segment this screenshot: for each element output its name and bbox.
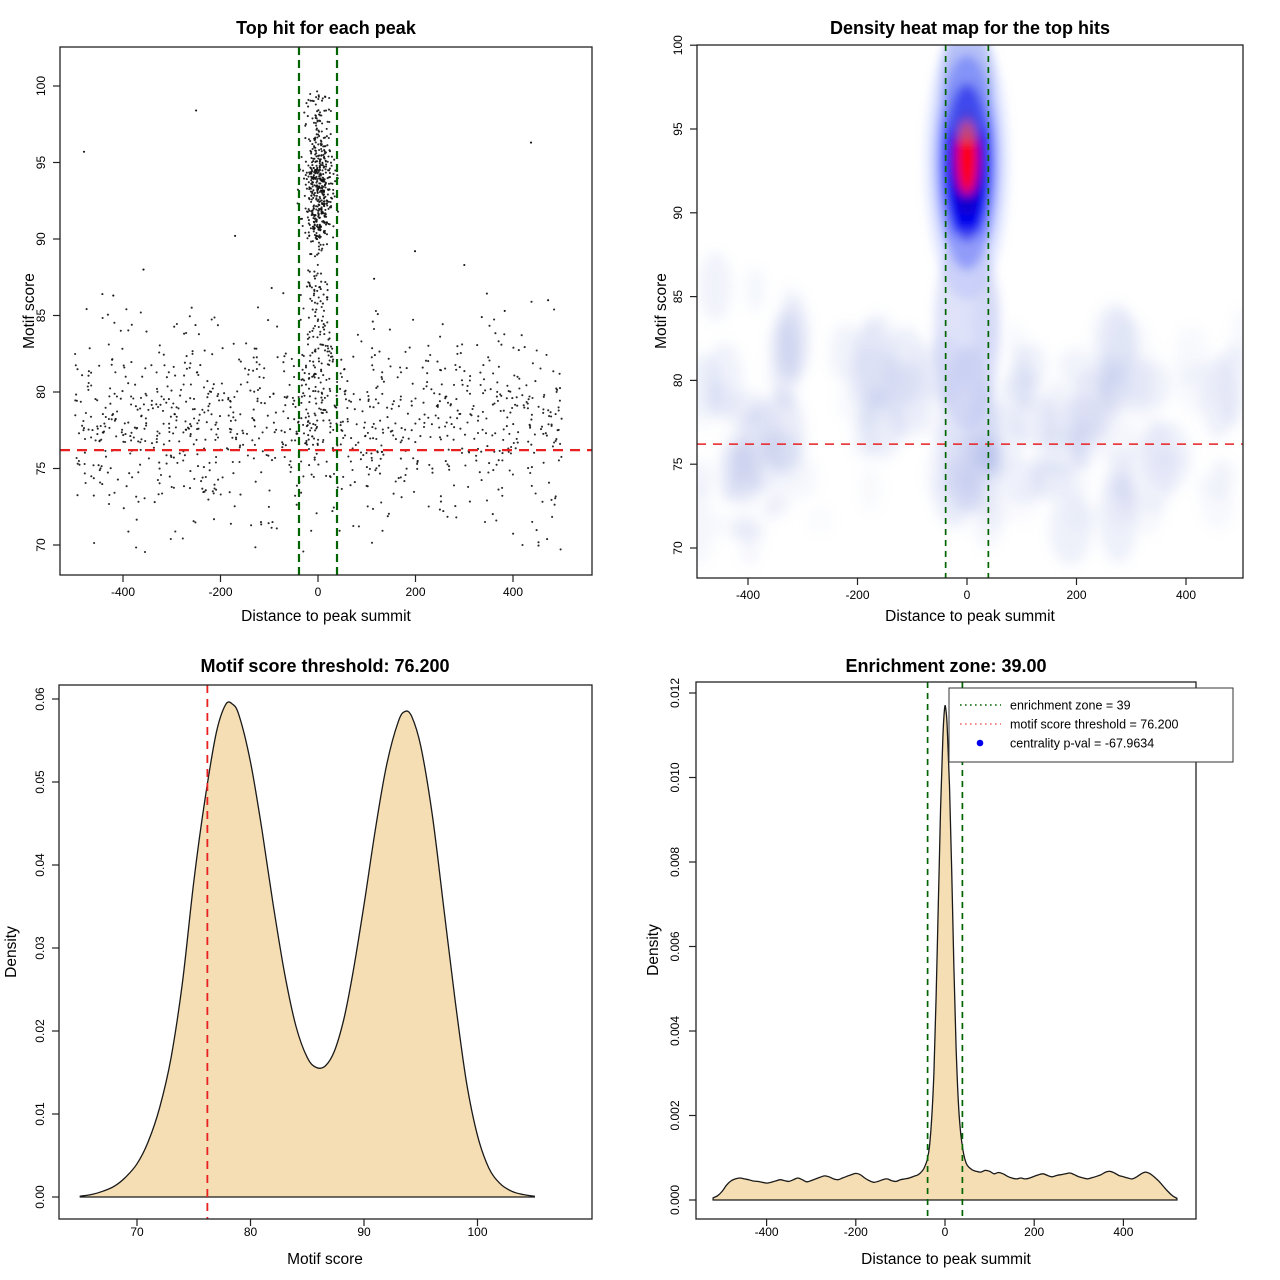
- x-tick-label: 200: [1066, 588, 1086, 602]
- y-tick-label: 0.000: [668, 1185, 682, 1215]
- y-tick-label: 70: [34, 538, 48, 552]
- y-tick-label: 0.04: [33, 853, 47, 877]
- y-tick-label: 80: [34, 385, 48, 399]
- y-tick-label: 85: [34, 309, 48, 323]
- chart-density-heatmap: -400 -200 0 200 400 70 75 80 85 90 95 100: [671, 35, 1244, 602]
- scatter-outlier-point: [413, 250, 417, 253]
- y-tick-label: 0.06: [33, 687, 47, 711]
- x-tick-label: 400: [1176, 588, 1196, 602]
- y-tick-label: 90: [34, 232, 48, 246]
- plot-border: [59, 46, 593, 576]
- x-tick-label: -400: [736, 588, 760, 602]
- motif-density-title: Motif score threshold: 76.200: [200, 656, 449, 676]
- scatter-outlier-point: [529, 141, 533, 144]
- axis-ticks: -400 -200 0 200 400 70 75 80 85 90 95 100: [671, 35, 1196, 602]
- x-tick-label: -200: [844, 1225, 868, 1239]
- chart-summit-distance-density: -400 -200 0 200 400 0.000 0.002 0.004 0.006 0.008…: [668, 678, 1234, 1239]
- legend-item-label: enrichment zone = 39: [1010, 699, 1131, 713]
- scatter-ylabel: Motif score: [21, 273, 38, 349]
- plot-border: [696, 44, 1244, 579]
- x-tick-label: 0: [315, 585, 322, 599]
- y-tick-label: 90: [671, 206, 685, 220]
- x-tick-label: 400: [1113, 1225, 1133, 1239]
- x-tick-label: 0: [964, 588, 971, 602]
- legend-item-label: centrality p-val = -67.9634: [1010, 737, 1154, 751]
- axis-ticks: 70 80 90 100 0.00 0.01 0.02 0.03 0.04 0.05 0.06: [33, 687, 488, 1239]
- y-tick-label: 100: [671, 35, 685, 55]
- x-tick-label: -400: [111, 585, 135, 599]
- y-tick-label: 0.01: [33, 1102, 47, 1126]
- x-tick-label: 200: [1024, 1225, 1044, 1239]
- x-tick-label: -200: [845, 588, 869, 602]
- scatter-outlier-point: [82, 150, 86, 153]
- y-tick-label: 0.010: [668, 762, 682, 792]
- y-tick-label: 75: [671, 457, 685, 471]
- plot-border: [695, 681, 1197, 1220]
- y-tick-label: 0.02: [33, 1019, 47, 1043]
- scatter-outlier-point: [463, 263, 466, 267]
- plot-border: [58, 684, 593, 1220]
- y-tick-label: 0.006: [668, 931, 682, 961]
- heatmap-title: Density heat map for the top hits: [830, 18, 1110, 38]
- scatter-points: [74, 90, 563, 554]
- chart-motif-score-density: 70 80 90 100 0.00 0.01 0.02 0.03 0.04 0.05 0.06: [33, 684, 593, 1239]
- x-tick-label: 70: [130, 1225, 144, 1239]
- scatter-title: Top hit for each peak: [236, 18, 417, 38]
- y-tick-label: 85: [671, 290, 685, 304]
- x-tick-label: 200: [405, 585, 425, 599]
- y-tick-label: 0.008: [668, 847, 682, 877]
- x-tick-label: 0: [942, 1225, 949, 1239]
- scatter-outlier-point: [195, 109, 198, 112]
- x-tick-label: 400: [503, 585, 523, 599]
- y-tick-label: 95: [34, 156, 48, 170]
- legend-dot-symbol: [976, 739, 984, 747]
- y-tick-label: 80: [671, 373, 685, 387]
- motif-density-xlabel: Motif score: [287, 1251, 363, 1268]
- y-tick-label: 0.012: [668, 678, 682, 708]
- density-curve: [712, 704, 1178, 1201]
- heatmap-ylabel: Motif score: [653, 273, 670, 349]
- distance-density-ylabel: Density: [645, 924, 662, 976]
- scatter-outlier-point: [503, 309, 506, 312]
- motif-density-ylabel: Density: [3, 926, 20, 978]
- distance-density-xlabel: Distance to peak summit: [861, 1251, 1031, 1268]
- x-tick-label: 90: [357, 1225, 371, 1239]
- scatter-outlier-point: [234, 234, 237, 237]
- y-tick-label: 0.03: [33, 936, 47, 960]
- y-tick-label: 100: [34, 76, 48, 96]
- x-tick-label: -400: [755, 1225, 779, 1239]
- chart-top-hits-scatter: -400 -200 0 200 400 70 75 80 85 90 95 100: [34, 46, 593, 599]
- y-tick-label: 0.05: [33, 770, 47, 794]
- y-tick-label: 95: [671, 122, 685, 136]
- y-tick-label: 70: [671, 541, 685, 555]
- x-tick-label: 80: [244, 1225, 258, 1239]
- legend-item-label: motif score threshold = 76.200: [1010, 718, 1179, 732]
- x-tick-label: 100: [467, 1225, 487, 1239]
- y-tick-label: 0.00: [33, 1185, 47, 1209]
- heatmap-xlabel: Distance to peak summit: [885, 608, 1055, 625]
- scatter-outlier-point: [547, 299, 550, 302]
- heatmap-surface: [697, 45, 1243, 568]
- scatter-outlier-point: [142, 268, 145, 271]
- y-tick-label: 75: [34, 462, 48, 476]
- distance-density-title: Enrichment zone: 39.00: [845, 656, 1046, 676]
- axis-ticks: -400 -200 0 200 400 70 75 80 85 90 95 100: [34, 76, 523, 599]
- y-tick-label: 0.002: [668, 1100, 682, 1130]
- scatter-outlier-point: [270, 286, 273, 290]
- axis-ticks: -400 -200 0 200 400 0.000 0.002 0.004 0.006 0.008…: [668, 678, 1134, 1239]
- scatter-xlabel: Distance to peak summit: [241, 608, 411, 625]
- legend-box: [948, 687, 1234, 763]
- x-tick-label: -200: [208, 585, 232, 599]
- scatter-outlier-point: [373, 277, 376, 280]
- y-tick-label: 0.004: [668, 1016, 682, 1046]
- density-curve: [79, 701, 535, 1198]
- scatter-outlier-point: [112, 294, 115, 297]
- plot-legend: enrichment zone = 39 motif score threshol…: [948, 687, 1234, 763]
